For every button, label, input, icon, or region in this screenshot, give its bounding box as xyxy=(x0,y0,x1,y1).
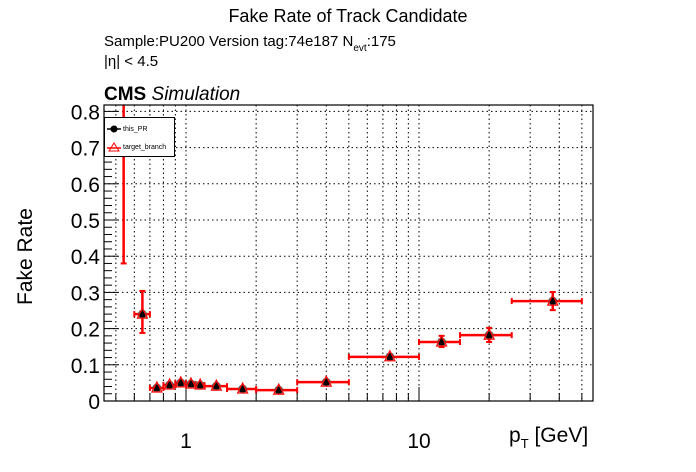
data-point xyxy=(174,375,187,388)
data-point xyxy=(162,377,177,390)
cms-simulation-label: CMS Simulation xyxy=(104,84,240,106)
data-points xyxy=(120,105,583,395)
x-tick-label: 10 xyxy=(407,430,430,453)
y-tick-label: 0.7 xyxy=(71,138,100,161)
legend: this_PR target_branch xyxy=(104,117,175,157)
data-point xyxy=(255,382,299,395)
x-label-unit: [GeV] xyxy=(528,424,589,447)
y-axis-label: Fake Rate xyxy=(14,208,37,305)
legend-label: target_branch xyxy=(123,143,167,151)
grid xyxy=(104,105,593,401)
circle-marker-icon xyxy=(107,125,121,133)
y-tick-labels: 0 0.1 0.2 0.3 0.4 0.5 0.6 0.7 0.8 xyxy=(71,101,101,414)
y-tick-label: 0 xyxy=(88,391,100,414)
data-point xyxy=(418,334,462,349)
y-tick-label: 0.4 xyxy=(71,246,101,269)
legend-item-this-pr: this_PR xyxy=(107,123,148,135)
plot-frame xyxy=(103,104,594,402)
x-label-main: p xyxy=(509,424,521,447)
x-tick-label: 1 xyxy=(180,430,192,453)
y-tick-label: 0.3 xyxy=(71,282,100,305)
nevt-value: :175 xyxy=(366,33,396,50)
sample-text: Sample:PU200 Version tag:74e187 N xyxy=(104,33,354,50)
data-point xyxy=(510,291,583,312)
x-tick-labels: 1 10 xyxy=(180,430,431,453)
y-tick-label: 0.6 xyxy=(71,174,100,197)
y-tick-label: 0.8 xyxy=(71,101,100,124)
data-point xyxy=(296,374,350,387)
nevt-subscript: evt xyxy=(353,43,367,54)
x-label-sub: T xyxy=(520,436,529,451)
y-tick-label: 0.2 xyxy=(71,319,100,342)
data-point xyxy=(148,380,165,393)
triangle-marker-icon xyxy=(107,142,121,152)
cms-text: CMS xyxy=(104,84,147,105)
legend-item-target-branch: target_branch xyxy=(107,141,166,153)
data-point xyxy=(184,376,197,389)
legend-label: this_PR xyxy=(123,125,148,133)
data-point xyxy=(459,326,513,343)
data-point xyxy=(347,349,420,362)
data-point xyxy=(203,378,229,391)
data-point xyxy=(226,381,258,394)
chart-title: Fake Rate of Track Candidate xyxy=(228,6,468,26)
sample-info: Sample:PU200 Version tag:74e187 Nevt:175 xyxy=(104,33,396,54)
simulation-text: Simulation xyxy=(151,84,241,105)
y-tick-label: 0.1 xyxy=(71,355,100,378)
x-axis-label: pT [GeV] xyxy=(509,424,588,451)
data-point xyxy=(133,289,151,334)
y-tick-label: 0.5 xyxy=(71,210,100,233)
eta-cut: |η| < 4.5 xyxy=(104,53,159,70)
